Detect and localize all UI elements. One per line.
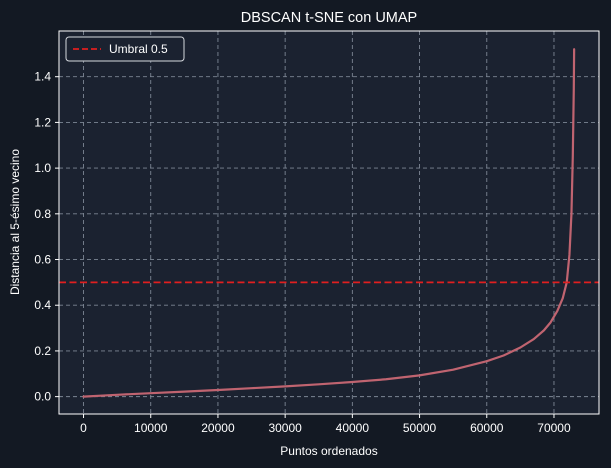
y-tick-label: 0.6 — [34, 253, 51, 267]
y-tick-label: 0.8 — [34, 207, 51, 221]
chart-title: DBSCAN t-SNE con UMAP — [241, 10, 417, 26]
x-tick-label: 10000 — [134, 421, 168, 435]
legend-box — [65, 36, 185, 62]
series-line — [82, 48, 576, 398]
y-tick-label: 0.2 — [34, 344, 51, 358]
x-tick-label: 70000 — [537, 421, 571, 435]
grid-lines — [59, 31, 599, 414]
y-tick-label: 1.4 — [34, 70, 51, 84]
legend: Umbral 0.5 — [65, 36, 185, 62]
y-tick-label: 0.4 — [34, 298, 51, 312]
x-tick-label: 30000 — [268, 421, 302, 435]
y-tick-label: 1.2 — [34, 115, 51, 129]
plot-frame — [58, 30, 600, 415]
y-tick-label: 0.0 — [34, 390, 51, 404]
x-tick-label: 0 — [80, 421, 87, 435]
plot-area — [59, 31, 599, 414]
series-layer — [82, 48, 576, 398]
x-tick-label: 50000 — [403, 421, 437, 435]
y-axis-label: Distancia al 5-ésimo vecino — [8, 149, 22, 295]
y-tick-label: 1.0 — [34, 161, 51, 175]
x-tick-label: 40000 — [336, 421, 370, 435]
x-tick-label: 20000 — [201, 421, 235, 435]
x-axis-ticks: 0 10000 20000 30000 40000 50000 60000 70000 — [80, 414, 571, 435]
y-axis-ticks: 0.0 0.2 0.4 0.6 0.8 1.0 1.2 1.4 — [34, 70, 59, 404]
legend-threshold-label: Umbral 0.5 — [109, 42, 168, 56]
x-tick-label: 60000 — [470, 421, 504, 435]
x-axis-label: Puntos ordenados — [280, 444, 377, 458]
